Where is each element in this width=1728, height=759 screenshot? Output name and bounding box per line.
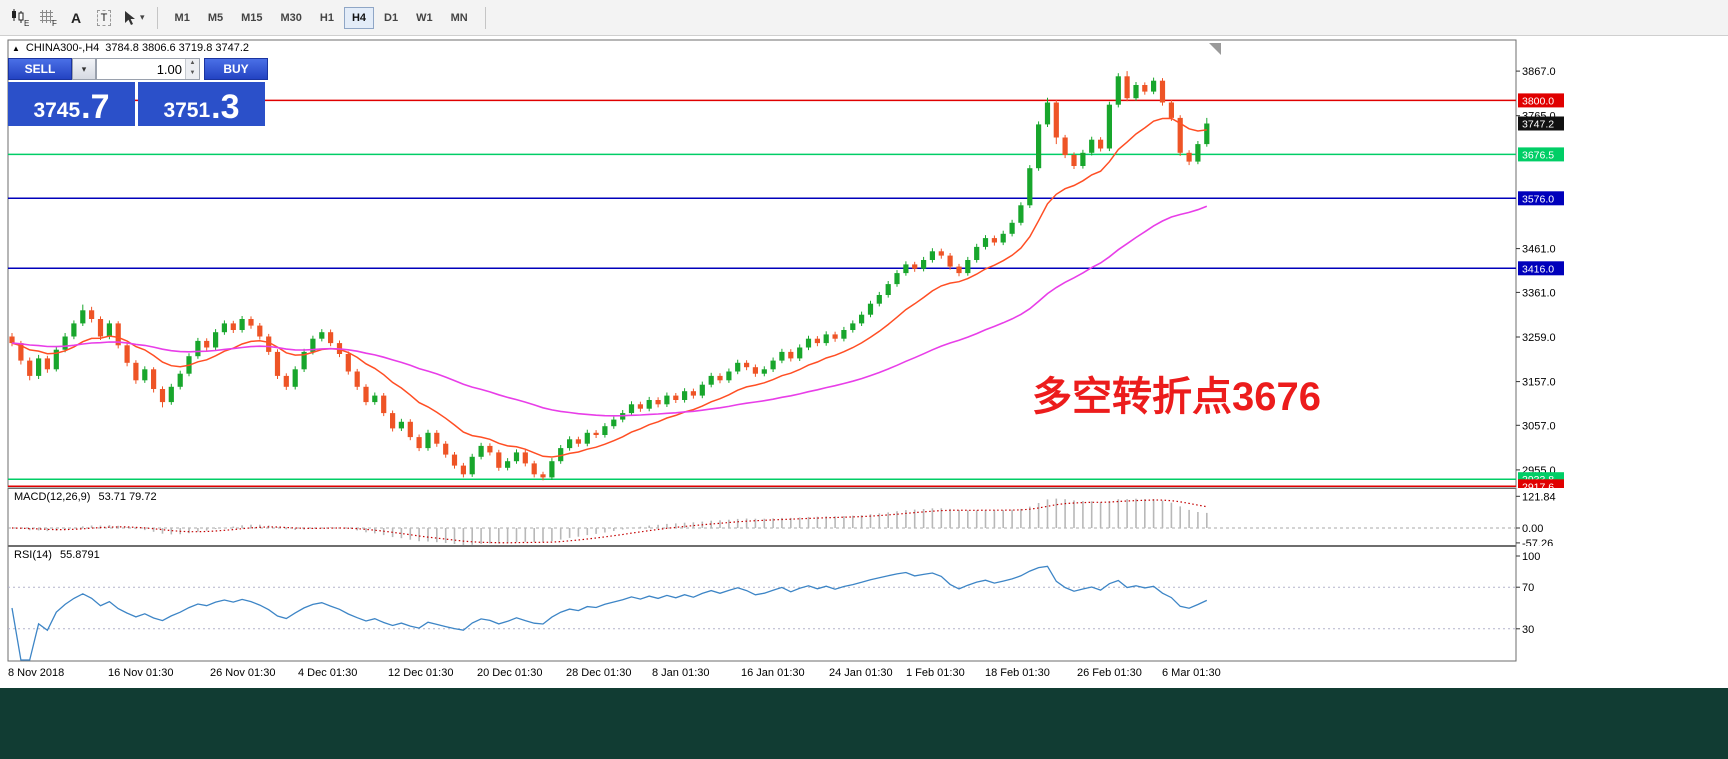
bottom-bar	[0, 688, 1728, 759]
svg-text:3576.0: 3576.0	[1522, 193, 1554, 205]
candles-layer	[9, 71, 1210, 481]
time-axis-label: 12 Dec 01:30	[388, 667, 454, 679]
macd-values: 53.71 79.72	[98, 491, 157, 503]
timeframe-d1-button[interactable]: D1	[376, 7, 406, 29]
main-chart-panel[interactable]: 多空转折点36763867.03765.03461.03361.03259.03…	[0, 38, 1728, 488]
timeframe-m1-button[interactable]: M1	[167, 7, 198, 29]
rsi-line	[11, 565, 1208, 661]
sell-button[interactable]: SELL	[8, 58, 72, 80]
sell-price-main: 3745	[33, 98, 81, 122]
time-axis-label: 26 Nov 01:30	[210, 667, 276, 679]
svg-text:100: 100	[1522, 551, 1540, 563]
svg-text:3416.0: 3416.0	[1522, 263, 1554, 275]
timeframe-m30-button[interactable]: M30	[273, 7, 310, 29]
chart-header: ▲ CHINA300-,H4 3784.8 3806.6 3719.8 3747…	[12, 42, 249, 54]
timeframe-m5-button[interactable]: M5	[200, 7, 231, 29]
rsi-value: 55.8791	[59, 549, 100, 561]
rsi-chart[interactable]: 100 70 30	[0, 546, 1728, 662]
chart-symbol-period: CHINA300-,H4	[25, 42, 100, 54]
time-axis-label: 8 Jan 01:30	[652, 667, 710, 679]
rsi-label-row: RSI(14) 55.8791	[14, 549, 105, 561]
rsi-axis-labels: 100 70 30	[1516, 551, 1540, 636]
scroll-to-end-marker	[1209, 43, 1221, 55]
annotation-text: 多空转折点3676	[1032, 375, 1321, 419]
time-axis-label: 16 Jan 01:30	[741, 667, 805, 679]
toolbar-separator	[156, 6, 158, 29]
text-box-tool[interactable]: T	[91, 5, 117, 31]
svg-text:30: 30	[1522, 624, 1534, 636]
time-axis-label: 6 Mar 01:30	[1162, 667, 1221, 679]
toolbar-separator	[484, 6, 486, 29]
svg-text:0.00: 0.00	[1522, 523, 1543, 535]
chart-toolbar: E F A T ▾ M1 M5 M15 M30 H1 H4 D1 W1 MN	[0, 0, 1728, 36]
svg-text:F: F	[52, 19, 57, 27]
buy-button[interactable]: BUY	[204, 58, 268, 80]
macd-name: MACD(12,26,9)	[14, 491, 91, 503]
one-click-panel-toggle-icon[interactable]: ▲	[12, 43, 20, 53]
volume-decrease-button[interactable]: ▼	[186, 69, 199, 79]
svg-text:-57.26: -57.26	[1522, 538, 1553, 546]
timeframe-group: M1 M5 M15 M30 H1 H4 D1 W1 MN	[166, 6, 477, 29]
tool-icon-group: E F A T ▾	[6, 5, 149, 31]
rsi-name: RSI(14)	[14, 549, 52, 561]
svg-text:3057.0: 3057.0	[1522, 420, 1556, 432]
macd-chart[interactable]: 121.84 0.00 -57.26	[0, 488, 1728, 546]
svg-text:3259.0: 3259.0	[1522, 332, 1556, 344]
svg-text:3676.5: 3676.5	[1522, 149, 1554, 161]
volume-dropdown-button[interactable]: ▾	[72, 58, 96, 80]
sell-price-display[interactable]: 3745 .7	[8, 82, 135, 126]
time-axis-label: 16 Nov 01:30	[108, 667, 174, 679]
time-axis[interactable]: 8 Nov 2018 16 Nov 01:30 26 Nov 01:30 4 Dec …	[0, 662, 1728, 688]
time-axis-label: 20 Dec 01:30	[477, 667, 543, 679]
volume-input[interactable]	[97, 59, 185, 79]
time-axis-label: 4 Dec 01:30	[298, 667, 358, 679]
chart-ohlc-values: 3784.8 3806.6 3719.8 3747.2	[105, 42, 250, 54]
svg-text:3800.0: 3800.0	[1522, 95, 1554, 107]
chart-style-tool[interactable]: E	[7, 5, 33, 31]
macd-axis-labels: 121.84 0.00 -57.26	[1516, 491, 1556, 546]
cursor-tool[interactable]: ▾	[119, 5, 148, 31]
text-tool[interactable]: A	[63, 5, 89, 31]
buy-price-main: 3751	[163, 98, 211, 122]
ma-slow-line	[11, 205, 1208, 417]
rsi-indicator-panel[interactable]: 100 70 30 RSI(14) 55.8791	[0, 546, 1728, 662]
time-axis-label: 24 Jan 01:30	[829, 667, 893, 679]
timeframe-m15-button[interactable]: M15	[233, 7, 270, 29]
timeframe-mn-button[interactable]: MN	[443, 7, 476, 29]
chevron-down-icon: ▾	[81, 63, 87, 74]
timeframe-h4-button[interactable]: H4	[343, 6, 375, 29]
timeframe-h1-button[interactable]: H1	[312, 7, 342, 29]
svg-text:3461.0: 3461.0	[1522, 244, 1556, 256]
svg-text:3867.0: 3867.0	[1522, 66, 1556, 78]
timeframe-w1-button[interactable]: W1	[408, 7, 441, 29]
time-axis-label: 8 Nov 2018	[8, 667, 65, 679]
ma-fast-line	[11, 117, 1207, 458]
svg-text:3157.0: 3157.0	[1522, 377, 1556, 389]
svg-text:2917.6: 2917.6	[1522, 481, 1554, 488]
svg-text:70: 70	[1522, 582, 1534, 594]
volume-field: ▲ ▼	[96, 58, 200, 80]
buy-price-frac: .3	[211, 88, 240, 127]
macd-indicator-panel[interactable]: 121.84 0.00 -57.26 MACD(12,26,9) 53.71 79.…	[0, 488, 1728, 546]
volume-increase-button[interactable]: ▲	[186, 59, 199, 69]
chevron-down-icon: ▾	[140, 12, 145, 22]
svg-text:E: E	[24, 19, 29, 27]
grid-tool[interactable]: F	[35, 5, 61, 31]
volume-spinner: ▲ ▼	[185, 59, 199, 79]
time-axis-label: 18 Feb 01:30	[985, 667, 1050, 679]
price-axis-level-labels: 3800.03747.23676.53576.03416.02933.82917…	[1518, 93, 1564, 488]
one-click-trading-panel: SELL ▾ ▲ ▼ BUY 3745 .7 3751 .3	[8, 58, 268, 126]
svg-text:3361.0: 3361.0	[1522, 287, 1556, 299]
time-axis-label: 1 Feb 01:30	[906, 667, 965, 679]
time-axis-label: 26 Feb 01:30	[1077, 667, 1142, 679]
buy-price-display[interactable]: 3751 .3	[138, 82, 265, 126]
time-axis-label: 28 Dec 01:30	[566, 667, 632, 679]
sell-price-frac: .7	[81, 88, 110, 127]
svg-text:3747.2: 3747.2	[1522, 119, 1554, 131]
macd-label-row: MACD(12,26,9) 53.71 79.72	[14, 491, 162, 503]
svg-text:121.84: 121.84	[1522, 491, 1556, 503]
